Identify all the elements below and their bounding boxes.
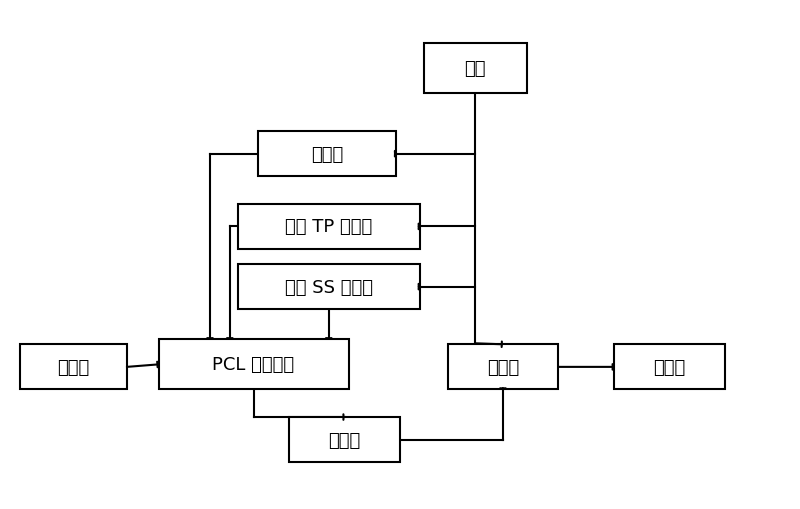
Text: 计量泵: 计量泵 bbox=[329, 431, 361, 449]
Text: PCL 控制系统: PCL 控制系统 bbox=[213, 356, 294, 374]
Text: 流量仪: 流量仪 bbox=[310, 146, 343, 163]
Bar bbox=[614, 345, 725, 390]
Bar bbox=[238, 205, 420, 249]
Bar bbox=[447, 345, 558, 390]
Text: 在线 SS 测定仪: 在线 SS 测定仪 bbox=[285, 278, 373, 296]
Text: 过滤池: 过滤池 bbox=[653, 358, 686, 376]
Text: 在线 TP 分析仪: 在线 TP 分析仪 bbox=[285, 218, 372, 236]
Bar bbox=[158, 340, 349, 390]
Text: 混合器: 混合器 bbox=[486, 358, 519, 376]
Bar bbox=[20, 345, 127, 390]
Bar bbox=[289, 417, 400, 462]
Bar bbox=[258, 132, 396, 177]
Bar bbox=[424, 44, 526, 94]
Text: 初始值: 初始值 bbox=[58, 358, 90, 376]
Text: 污水: 污水 bbox=[465, 60, 486, 78]
Bar bbox=[238, 265, 420, 309]
